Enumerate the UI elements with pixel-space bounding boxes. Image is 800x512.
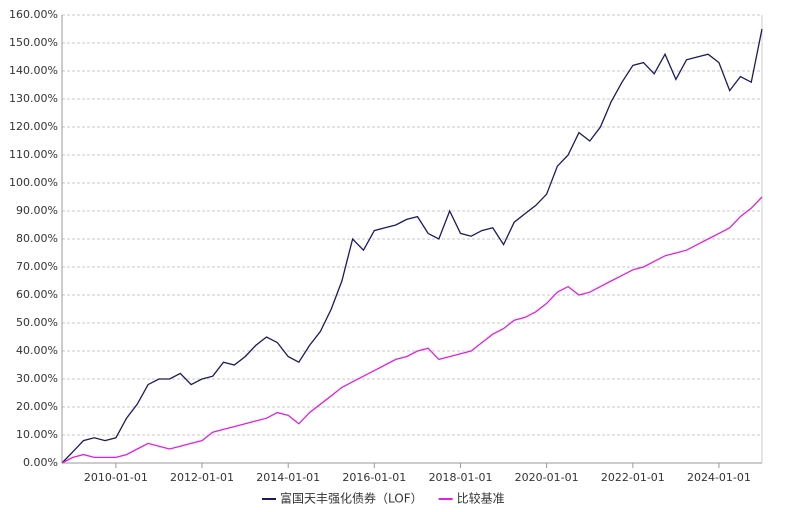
x-tick-label: 2020-01-01	[515, 471, 579, 484]
series-line	[61, 196, 763, 464]
y-tick-label: 120.00%	[9, 120, 58, 133]
x-tick-label: 2014-01-01	[256, 471, 320, 484]
y-tick-label: 160.00%	[9, 8, 58, 21]
y-tick-label: 70.00%	[16, 260, 58, 273]
x-tick-label: 2016-01-01	[342, 471, 406, 484]
y-tick-label: 130.00%	[9, 92, 58, 105]
y-tick-label: 90.00%	[16, 204, 58, 217]
x-tick-label: 2018-01-01	[429, 471, 493, 484]
y-tick-label: 140.00%	[9, 64, 58, 77]
y-tick-label: 60.00%	[16, 288, 58, 301]
y-tick-label: 20.00%	[16, 400, 58, 413]
x-tick-label: 2024-01-01	[687, 471, 751, 484]
y-tick-label: 150.00%	[9, 36, 58, 49]
y-tick-label: 100.00%	[9, 176, 58, 189]
y-tick-label: 110.00%	[9, 148, 58, 161]
y-tick-label: 30.00%	[16, 372, 58, 385]
legend-label: 富国天丰强化债券（LOF）	[280, 491, 423, 506]
y-tick-label: 40.00%	[16, 344, 58, 357]
y-tick-label: 80.00%	[16, 232, 58, 245]
y-tick-label: 0.00%	[23, 456, 58, 469]
series-line	[61, 28, 763, 464]
x-tick-label: 2010-01-01	[84, 471, 148, 484]
x-tick-label: 2012-01-01	[170, 471, 234, 484]
y-tick-label: 50.00%	[16, 316, 58, 329]
legend-label: 比较基准	[457, 491, 505, 506]
y-tick-label: 10.00%	[16, 428, 58, 441]
x-tick-label: 2022-01-01	[601, 471, 665, 484]
